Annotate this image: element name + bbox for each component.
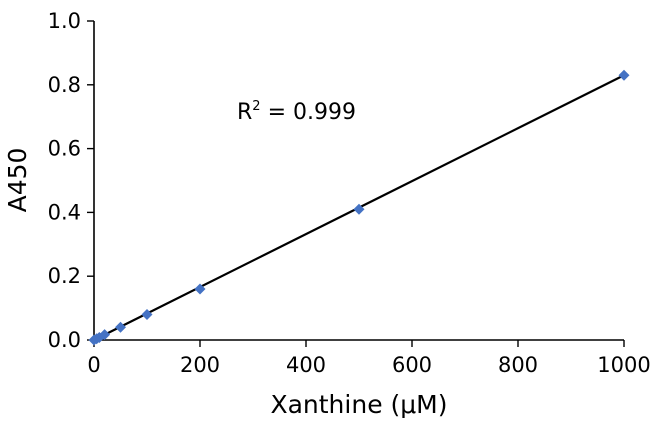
plot-area — [93, 21, 624, 341]
y-tick-label: 1.0 — [48, 9, 81, 33]
x-tick-label: 400 — [286, 353, 326, 377]
x-axis-ticks: 0 200 400 600 800 1000 — [87, 340, 651, 377]
data-point-diamond — [99, 329, 111, 341]
data-point-diamond — [353, 203, 365, 215]
r-squared-base: R — [237, 100, 252, 125]
x-tick-label: 1000 — [597, 353, 650, 377]
y-tick-label: 0.8 — [48, 73, 81, 97]
data-point-diamond — [194, 283, 206, 295]
y-tick-label: 0.4 — [48, 200, 81, 224]
r-squared-annotation: R2 = 0.999 — [237, 99, 356, 125]
x-tick-label: 600 — [392, 353, 432, 377]
y-tick-label: 0.0 — [48, 328, 81, 352]
r-squared-superscript: 2 — [252, 99, 260, 114]
data-point-diamond — [618, 69, 630, 81]
data-point-diamond — [115, 321, 126, 333]
data-points-layer — [88, 69, 630, 346]
y-axis-ticks: 0.0 0.2 0.4 0.6 0.8 1.0 — [48, 9, 94, 352]
y-axis-title: A450 — [3, 148, 32, 213]
y-tick-label: 0.6 — [48, 137, 81, 161]
x-tick-label: 800 — [498, 353, 538, 377]
x-tick-label: 0 — [87, 353, 100, 377]
x-tick-label: 200 — [180, 353, 220, 377]
r-squared-value: = 0.999 — [261, 100, 356, 125]
x-axis-title: Xanthine (μM) — [270, 390, 447, 419]
data-point-diamond — [141, 308, 153, 320]
y-tick-label: 0.2 — [48, 264, 81, 288]
